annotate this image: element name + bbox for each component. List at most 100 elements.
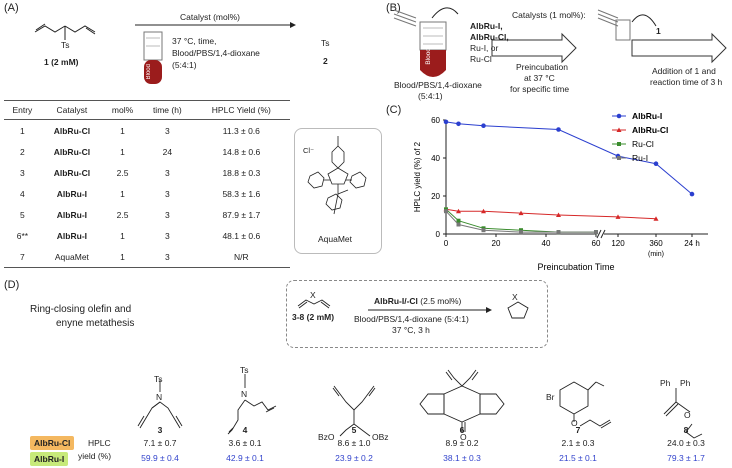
scheme-box — [286, 280, 548, 348]
preincubation-3: for specific time — [510, 84, 570, 94]
cell: N/R — [192, 246, 290, 268]
compound-8-structure — [663, 388, 703, 439]
compound-4-structure — [227, 374, 277, 435]
y-tick-label: 40 — [431, 154, 440, 163]
br-7: Br — [546, 392, 555, 402]
scheme-x: X — [310, 290, 316, 300]
compound-7-structure — [559, 381, 612, 429]
scheme-substrate: 3-8 (2 mM) — [292, 312, 335, 322]
cell: 3 — [164, 125, 170, 136]
cell: 3 — [20, 167, 25, 178]
col-header: mol% — [103, 100, 143, 120]
data-point — [519, 230, 523, 235]
data-point — [518, 210, 524, 216]
x-axis-title: Preincubation Time — [537, 262, 614, 272]
results-table: Entry Catalyst mol% time (h) HPLC Yield … — [4, 100, 290, 268]
blood-tube-b — [419, 21, 447, 77]
scheme-condition-1: Blood/PBS/1,4-dioxane (5:4:1) — [354, 314, 469, 324]
cell: 87.9 ± 1.7 — [222, 209, 261, 220]
compound-6-structure — [419, 369, 505, 432]
yield-albru-i: 42.9 ± 0.1 — [226, 453, 264, 463]
x-tick-label: 60 — [592, 239, 601, 248]
aquamet-label: AquaMet — [318, 234, 353, 244]
blood-tube-a — [143, 31, 163, 84]
cell: 2 — [20, 146, 25, 157]
ts-label-1: Ts — [61, 40, 70, 50]
data-point — [481, 123, 486, 128]
compound-number: 8 — [683, 425, 689, 435]
cell: 3 — [164, 209, 170, 220]
yield-albru-cl: 2.1 ± 0.3 — [561, 438, 595, 448]
cell: 2.5 — [116, 167, 129, 178]
cell: AlbRu-Cl — [53, 125, 91, 136]
albumin-ribbon-b2 — [597, 9, 631, 41]
row-label-albru-cl: AlbRu-Cl — [30, 436, 75, 450]
yield-albru-cl: 8.6 ± 1.0 — [337, 438, 371, 448]
substrate-label-b: 1 — [656, 26, 661, 36]
cell: 58.3 ± 1.6 — [222, 188, 261, 199]
series-line — [445, 210, 596, 233]
cell: AlbRu-I — [56, 188, 88, 199]
albumin-ribbon-b — [393, 9, 417, 27]
cell: 4 — [20, 188, 25, 199]
row-label-albru-i: AlbRu-I — [30, 452, 69, 466]
ts-4: Ts — [240, 365, 249, 375]
yield-albru-i: 21.5 ± 0.1 — [559, 453, 597, 463]
cell: AlbRu-Cl — [53, 146, 91, 157]
data-point — [481, 208, 486, 214]
addition-2: reaction time of 3 h — [650, 77, 723, 87]
cell: 14.8 ± 0.6 — [222, 146, 261, 157]
data-point — [556, 230, 561, 235]
condition-3: (5:4:1) — [172, 60, 197, 70]
catalyst-ru-i: Ru-I, or — [470, 43, 499, 53]
panel-d-title-2: enyne metathesis — [56, 318, 135, 329]
cell: 1 — [120, 230, 125, 241]
data-point — [444, 209, 448, 214]
data-point — [653, 216, 659, 221]
y-axis-title: HPLC yield (%) of 2 — [413, 141, 422, 212]
table-row: 2 AlbRu-Cl 1 24 14.8 ± 0.6 — [4, 141, 290, 162]
col-header: HPLC Yield (%) — [192, 100, 290, 120]
yield-albru-i: 59.9 ± 0.4 — [141, 453, 179, 463]
panel-a-scheme — [34, 22, 296, 84]
cell: 3 — [164, 167, 170, 178]
scheme-d — [297, 299, 529, 319]
preincubation-1: Preincubation — [516, 62, 568, 72]
cell: 1 — [20, 125, 25, 136]
data-point — [456, 121, 461, 127]
product-label: 2 — [323, 56, 328, 66]
table-row: 5 AlbRu-I 2.5 3 87.9 ± 1.7 — [4, 204, 290, 225]
cell: 3 — [164, 188, 170, 199]
data-point — [653, 161, 659, 166]
catalyst-albru-cl: AlbRu-Cl, — [470, 32, 509, 42]
x-tick-label: 120 — [611, 239, 625, 248]
o-7: O — [571, 418, 578, 428]
legend-label: AlbRu-Cl — [632, 125, 668, 135]
legend-label: Ru-I — [632, 153, 648, 163]
data-point — [556, 212, 561, 217]
scheme-condition-2: 37 °C, 3 h — [392, 325, 430, 335]
data-point — [615, 214, 621, 219]
line-chart: 0 20 40 60 0 20 40 60 120 360 24 h (min) Preincubati… — [413, 111, 708, 272]
panel-a-label: (A) — [4, 2, 19, 14]
table-row: 4 AlbRu-I 1 3 58.3 ± 1.6 — [4, 183, 290, 204]
col-header: Entry — [4, 100, 41, 120]
o-6: O — [460, 432, 467, 442]
blood-tube-text-a: Blood — [146, 64, 152, 80]
ph1-8: Ph — [660, 378, 671, 388]
condition-1: 37 °C, time, — [172, 36, 217, 46]
yield-albru-cl: 8.9 ± 0.2 — [445, 438, 479, 448]
arrow-top-label: Catalyst (mol%) — [180, 12, 240, 22]
data-point — [556, 127, 561, 132]
blood-tube-text-b: Blood — [425, 48, 432, 65]
panel-d-title-1: Ring-closing olefin and — [30, 304, 132, 315]
cell: 1 — [120, 125, 125, 136]
ph2-8: Ph — [680, 378, 691, 388]
blood-mixture-ratio: (5:4:1) — [418, 91, 443, 101]
col-header: Catalyst — [40, 100, 104, 120]
substrate-1-structure — [34, 23, 96, 40]
n-4: N — [241, 389, 248, 399]
o-8: O — [684, 410, 691, 420]
cell: 3 — [142, 246, 193, 268]
cell: 11.3 ± 0.6 — [222, 125, 260, 136]
